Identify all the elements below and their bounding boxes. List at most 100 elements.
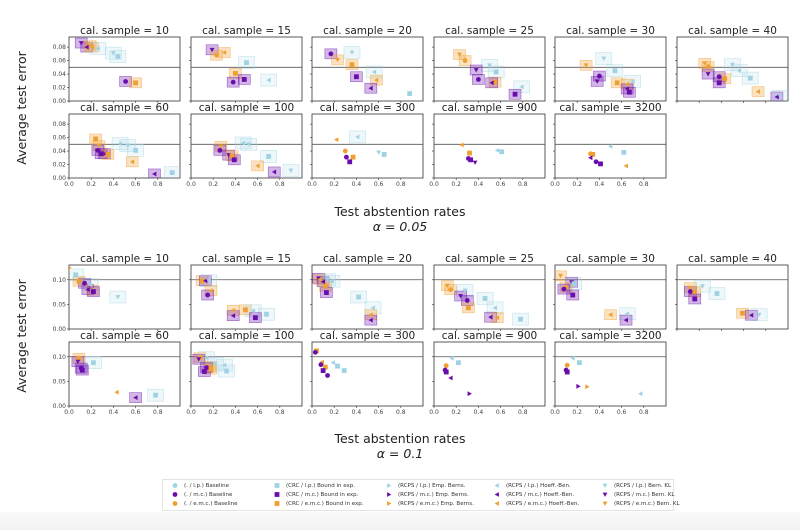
subplot: cal. sample = 10 0.00 0.02 0.04 0.06 0.08 — [53, 25, 181, 105]
x-tick-label: 0.8 — [396, 181, 406, 188]
data-point-lp-tri_left — [117, 141, 122, 147]
legend-item: (RCPS / l.p.) Hoeff.-Ben. — [493, 482, 571, 490]
data-point-mc-tri_right — [467, 391, 472, 397]
y-tick-label: 0.06 — [53, 135, 67, 142]
legend-marker-tri_right-icon — [387, 492, 392, 497]
points — [312, 348, 347, 378]
data-point-lp-square — [133, 147, 138, 153]
subplot-title: cal. sample = 300 — [320, 102, 416, 114]
data-point-emc-circle — [342, 148, 348, 154]
x-tick-label: 0.4 — [109, 409, 119, 416]
data-point-emc-tri_left — [368, 312, 373, 318]
plot-area — [433, 113, 546, 179]
points — [89, 133, 180, 178]
data-point-lp-tri_left — [570, 355, 575, 361]
legend-marker-tri_down-icon — [602, 501, 608, 506]
legend-item: (CRC / m.c.) Bound in exp. — [273, 491, 358, 499]
data-point-mc-tri_left — [774, 94, 779, 100]
data-point-emc-square — [133, 80, 138, 86]
data-point-lp-tri_down — [111, 51, 116, 56]
legend-label: (RCPS / l.p.) Emp. Berns. — [398, 483, 466, 489]
legend-marker-tri_left-icon — [494, 492, 499, 497]
data-point-lp-square — [571, 281, 577, 287]
data-point-mc-tri_down — [196, 357, 202, 362]
plot-area — [554, 36, 667, 102]
data-point-emc-tri_down — [444, 283, 450, 289]
data-point-emc-tri_left — [373, 77, 379, 83]
legend-marker-tri_right-icon — [387, 501, 392, 506]
legend-marker — [602, 483, 608, 488]
plot-area — [68, 264, 181, 330]
data-point-lp-square — [224, 368, 229, 374]
data-point-mc-square — [231, 157, 237, 163]
data-point-mc-circle — [230, 79, 236, 85]
data-point-lp-square — [381, 152, 387, 157]
x-tick-label: 0.8 — [275, 181, 285, 188]
data-point-mc-tri_down — [458, 294, 464, 299]
data-point-lp-tri_down — [756, 312, 762, 318]
data-point-emc-tri_left — [334, 137, 339, 142]
data-point-lp-square — [266, 154, 272, 159]
data-point-mc-square — [354, 74, 359, 80]
subplot: cal. sample = 900 0.0 0.2 0.4 0.6 0.8 — [429, 102, 546, 188]
y-tick-label: 0.08 — [53, 121, 67, 128]
subplot-title: cal. sample = 40 — [688, 25, 777, 37]
data-point-lp-tri_left — [240, 140, 246, 146]
data-point-mc-circle — [204, 365, 209, 370]
data-point-mc-tri_left — [271, 169, 277, 175]
x-tick-label: 0.6 — [374, 181, 384, 188]
subplot: cal. sample = 100 0.0 0.2 0.4 0.6 0.8 — [186, 330, 303, 416]
subplot: cal. sample = 20 — [310, 253, 424, 331]
x-tick-label: 0.8 — [518, 409, 528, 416]
subplot-title: cal. sample = 100 — [199, 102, 295, 114]
data-point-mc-square — [716, 80, 722, 86]
data-point-lp-tri_left — [204, 355, 209, 361]
data-point-emc-square — [467, 150, 472, 156]
data-point-mc-square — [468, 157, 474, 163]
data-point-mc-tri_left — [489, 80, 494, 86]
y-tick-label: 0.10 — [53, 277, 67, 284]
subplot-title: cal. sample = 20 — [323, 253, 412, 265]
legend-item: (. / l.p.) Baseline — [171, 482, 229, 490]
data-point-mc-tri_down — [594, 79, 600, 84]
plot-area — [311, 36, 424, 102]
legend-item: (CRC / l.p.) Bound in exp. — [273, 482, 355, 490]
subplot: cal. sample = 3200 0.0 0.2 0.4 0.6 0.8 — [550, 102, 667, 188]
data-point-lp-square — [244, 60, 249, 65]
data-point-mc-square — [252, 315, 258, 321]
data-point-mc-circle — [344, 154, 349, 160]
data-point-mc-square — [201, 369, 207, 374]
subplot: cal. sample = 900 0.0 0.2 0.4 0.6 0.8 — [429, 330, 546, 416]
x-tick-label: 0.6 — [253, 181, 263, 188]
x-tick-label: 0.8 — [153, 409, 163, 416]
points — [579, 52, 642, 98]
data-point-lp-tri_left — [624, 311, 630, 317]
subplot-title: cal. sample = 900 — [442, 102, 538, 114]
legend-marker — [274, 492, 280, 497]
data-point-mc-circle — [716, 74, 722, 80]
data-point-lp-tri_down — [125, 143, 131, 149]
x-tick-label: 0.6 — [617, 409, 627, 416]
data-point-lp-square — [621, 150, 627, 155]
chart-block-alpha-005: Average test error Test abstention rates… — [14, 25, 789, 234]
data-point-lp-tri_down — [325, 277, 330, 283]
data-point-lp-tri_left — [95, 46, 100, 51]
data-point-lp-square — [341, 368, 347, 373]
subplot-title: cal. sample = 30 — [566, 253, 655, 265]
data-point-emc-tri_down — [335, 57, 340, 63]
data-point-lp-tri_down — [115, 295, 121, 300]
x-tick-label: 0.4 — [352, 181, 362, 188]
data-point-emc-square — [350, 154, 356, 160]
data-point-mc-circle — [312, 349, 318, 355]
x-tick-label: 0.0 — [429, 409, 439, 416]
points — [441, 280, 529, 326]
data-point-mc-square — [626, 89, 632, 95]
data-point-emc-square — [614, 80, 620, 86]
data-point-lp-square — [518, 316, 523, 322]
x-tick-label: 0.8 — [153, 181, 163, 188]
points — [442, 355, 472, 397]
data-point-mc-square — [443, 369, 449, 375]
legend-marker-tri_down-icon — [602, 492, 608, 497]
data-point-lp-square — [73, 272, 79, 278]
plot-area — [554, 341, 667, 407]
